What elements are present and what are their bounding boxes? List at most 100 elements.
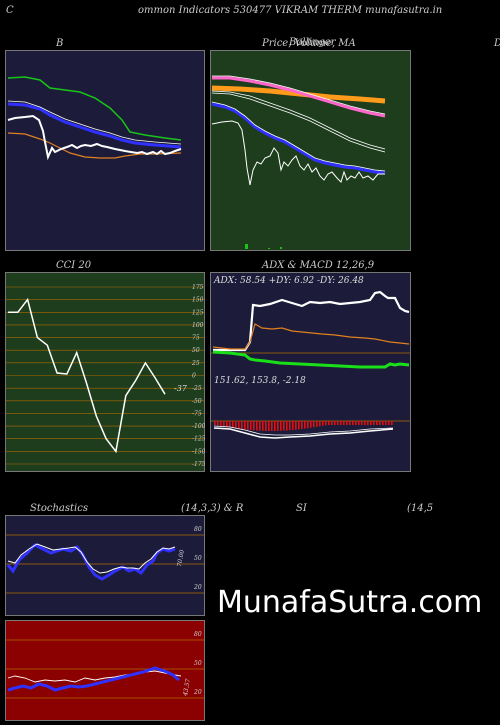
macd-histogram-bar [250, 421, 252, 430]
cci-tick-label: 125 [192, 309, 204, 316]
rsi-white-line [7, 670, 182, 683]
macd-histogram-bar [280, 421, 282, 431]
bb-upper-band [7, 76, 182, 141]
macd-histogram-bar [313, 421, 315, 428]
rsi-chart: 80 50 20 43.57 [5, 620, 205, 721]
macd-histogram-bar [337, 421, 339, 425]
adx-macd-chart: ADX: 58.54 +DY: 6.92 -DY: 26.48 151.62, … [210, 272, 411, 472]
stochastics-chart: 80 50 20 70.00 [5, 515, 205, 616]
macd-signal-line [213, 425, 394, 436]
plus-di-line [212, 350, 410, 369]
cci-chart: 175 150 125 100 75 50 25 0 -25 -50 -75 -100 -125 -150… [5, 272, 205, 472]
rsi-blue-line [7, 666, 180, 692]
macd-histogram-bar [286, 421, 288, 431]
macd-histogram-bar [316, 421, 318, 427]
macd-histogram-bar [364, 421, 366, 425]
stoch-tick-50: 50 [194, 555, 202, 562]
cci-line [8, 297, 166, 454]
macd-histogram-bar [361, 421, 363, 425]
macd-histogram-bar [271, 421, 273, 431]
bb-panel-label: B [56, 38, 64, 49]
rsi-tick-20: 20 [193, 689, 202, 696]
minus-di-line [212, 323, 410, 350]
price-panel-label: Price, Volume, MA [262, 38, 356, 49]
volume-bar [245, 244, 248, 249]
cci-tick-label: 100 [192, 322, 204, 329]
watermark: MunafaSutra.com [217, 585, 483, 620]
macd-histogram-bar [226, 421, 228, 427]
macd-histogram-bar [379, 421, 381, 425]
cci-tick-label: -50 [192, 398, 202, 405]
macd-histogram-bar [235, 421, 237, 429]
macd-histogram-bar [328, 421, 330, 425]
macd-histogram-bar [352, 421, 354, 425]
macd-histogram-bar [355, 421, 357, 425]
macd-histogram-bar [232, 421, 234, 428]
macd-histogram-bar [343, 421, 345, 425]
macd-histogram [214, 421, 393, 431]
macd-histogram-bar [367, 421, 369, 425]
macd-histogram-bar [322, 421, 324, 426]
macd-histogram-bar [376, 421, 378, 425]
macd-histogram-bar [346, 421, 348, 425]
macd-line [213, 427, 394, 439]
macd-histogram-bar [247, 421, 249, 430]
macd-histogram-bar [373, 421, 375, 425]
macd-histogram-bar [388, 421, 390, 425]
cci-tick-label: 75 [192, 335, 200, 342]
ma-blue-line [211, 102, 386, 175]
stoch-panel-params: (14,3,3) & R [181, 503, 244, 514]
macd-histogram-bar [319, 421, 321, 427]
cci-tick-label: -25 [192, 385, 202, 392]
header-letter-left: C [6, 5, 14, 16]
macd-histogram-bar [385, 421, 387, 425]
macd-histogram-bar [331, 421, 333, 425]
adx-line [213, 290, 410, 352]
adx-values-text: ADX: 58.54 +DY: 6.92 -DY: 26.48 [213, 276, 364, 286]
macd-histogram-bar [391, 421, 393, 425]
macd-histogram-bar [295, 421, 297, 430]
macd-histogram-bar [307, 421, 309, 429]
macd-histogram-bar [370, 421, 372, 425]
cci-tick-label: -75 [192, 410, 202, 417]
stoch-d-line [7, 543, 176, 574]
macd-histogram-bar [256, 421, 258, 431]
cci-tick-label: 25 [191, 360, 200, 367]
stoch-k-line [6, 543, 176, 581]
cci-tick-label: -150 [192, 448, 205, 455]
stoch-tick-80: 80 [194, 526, 202, 533]
macd-histogram-bar [244, 421, 246, 430]
cci-tick-label: 175 [192, 284, 204, 291]
macd-histogram-bar [298, 421, 300, 430]
macd-histogram-bar [253, 421, 255, 431]
macd-histogram-bar [358, 421, 360, 425]
cci-tick-label: -125 [192, 436, 205, 443]
price-panel-overlay-label: Bollinger [289, 37, 336, 48]
macd-histogram-bar [382, 421, 384, 425]
cci-tick-label: 150 [192, 297, 204, 304]
macd-histogram-bar [262, 421, 264, 431]
macd-histogram-bar [334, 421, 336, 425]
page-title: ommon Indicators 530477 VIKRAM THERM mun… [138, 5, 443, 16]
macd-histogram-bar [325, 421, 327, 426]
macd-histogram-bar [301, 421, 303, 429]
macd-histogram-bar [265, 421, 267, 431]
macd-histogram-bar [277, 421, 279, 431]
macd-histogram-bar [220, 421, 222, 426]
macd-histogram-bar [283, 421, 285, 431]
rsi-tick-80: 80 [194, 631, 202, 638]
rsi-panel-params: (14,5 [407, 503, 434, 514]
bb-middle-band [7, 102, 182, 149]
macd-histogram-bar [310, 421, 312, 428]
macd-histogram-bar [223, 421, 225, 427]
cci-tick-label: -100 [192, 423, 205, 430]
header-letter-right: D [494, 38, 500, 49]
stoch-tick-20: 20 [193, 584, 202, 591]
rsi-tick-50: 50 [194, 660, 202, 667]
macd-histogram-bar [217, 421, 219, 426]
macd-histogram-bar [292, 421, 294, 430]
price-chart [210, 50, 411, 251]
macd-histogram-bar [238, 421, 240, 429]
macd-histogram-bar [349, 421, 351, 425]
macd-histogram-bar [259, 421, 261, 431]
